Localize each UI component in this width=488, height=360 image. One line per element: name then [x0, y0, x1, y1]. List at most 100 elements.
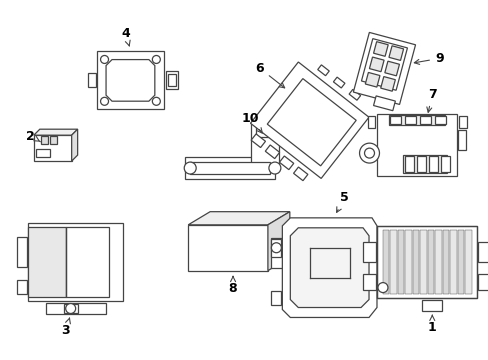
Bar [28, 223, 122, 301]
Bar [449, 230, 456, 293]
Bar [442, 230, 448, 293]
Bar [404, 156, 413, 172]
Bar [377, 226, 476, 298]
Bar [168, 75, 176, 86]
Circle shape [271, 243, 281, 253]
Polygon shape [365, 72, 379, 87]
Polygon shape [250, 62, 368, 179]
Bar [377, 226, 476, 298]
Polygon shape [267, 212, 289, 271]
Text: 4: 4 [121, 27, 130, 46]
Polygon shape [290, 228, 368, 307]
Polygon shape [353, 32, 415, 104]
Polygon shape [265, 145, 279, 159]
Polygon shape [317, 65, 328, 76]
Bar [46, 302, 105, 315]
Bar [185, 157, 274, 179]
Polygon shape [380, 77, 394, 91]
Polygon shape [34, 129, 78, 135]
Bar [416, 156, 425, 172]
Text: 2: 2 [26, 130, 41, 143]
Bar [403, 155, 447, 173]
Circle shape [152, 97, 160, 105]
Bar [405, 230, 411, 293]
Bar [188, 225, 267, 271]
Polygon shape [384, 61, 399, 76]
Polygon shape [348, 89, 360, 100]
Circle shape [152, 55, 160, 63]
Bar [464, 230, 470, 293]
Text: 3: 3 [61, 318, 70, 337]
Bar [18, 237, 27, 267]
Bar [362, 274, 376, 289]
Circle shape [364, 148, 374, 158]
Bar [271, 239, 281, 257]
Bar [250, 122, 278, 164]
Bar [434, 116, 445, 124]
Bar [66, 227, 108, 297]
Bar [34, 135, 72, 161]
Bar [87, 73, 95, 87]
Polygon shape [282, 218, 376, 318]
Bar [457, 130, 465, 150]
Bar [419, 116, 430, 124]
Bar [397, 230, 404, 293]
Text: 7: 7 [426, 88, 436, 112]
Bar [63, 303, 78, 314]
Circle shape [184, 162, 196, 174]
Bar [96, 51, 164, 109]
Bar [362, 242, 376, 262]
Bar [377, 279, 387, 297]
Bar [255, 123, 273, 137]
Bar [28, 227, 65, 297]
Text: 9: 9 [413, 52, 443, 65]
Bar [36, 149, 50, 157]
Polygon shape [188, 212, 289, 225]
Polygon shape [279, 156, 293, 170]
Bar [457, 230, 463, 293]
Bar [434, 230, 441, 293]
Bar [382, 230, 388, 293]
Polygon shape [106, 60, 155, 101]
Bar [367, 116, 375, 128]
Circle shape [65, 303, 76, 314]
Polygon shape [388, 46, 403, 60]
Bar [420, 230, 426, 293]
Bar [477, 242, 488, 262]
Bar [477, 274, 488, 289]
Circle shape [101, 97, 108, 105]
Polygon shape [333, 77, 344, 88]
Bar [41, 136, 48, 144]
Circle shape [359, 143, 379, 163]
Polygon shape [267, 78, 355, 166]
Bar [390, 230, 396, 293]
Polygon shape [373, 96, 395, 111]
Text: 6: 6 [255, 62, 284, 88]
Bar [427, 230, 433, 293]
Bar [412, 230, 418, 293]
Bar [270, 238, 292, 268]
Bar [50, 136, 57, 144]
Text: 10: 10 [241, 112, 262, 133]
Bar [458, 116, 466, 128]
Polygon shape [369, 57, 383, 72]
Circle shape [268, 162, 280, 174]
Text: 8: 8 [228, 276, 237, 295]
Bar [388, 115, 444, 125]
Bar [389, 116, 400, 124]
Bar [190, 162, 269, 174]
Bar [377, 114, 456, 176]
Polygon shape [293, 167, 307, 181]
Bar [404, 116, 415, 124]
Polygon shape [251, 134, 265, 148]
Polygon shape [361, 39, 407, 90]
Polygon shape [72, 129, 78, 161]
Polygon shape [373, 42, 387, 56]
Text: 5: 5 [336, 192, 348, 212]
Bar [428, 156, 437, 172]
Circle shape [377, 283, 387, 293]
Text: 1: 1 [427, 315, 436, 334]
Bar [440, 156, 449, 172]
Bar [166, 71, 178, 89]
Bar [271, 291, 281, 305]
